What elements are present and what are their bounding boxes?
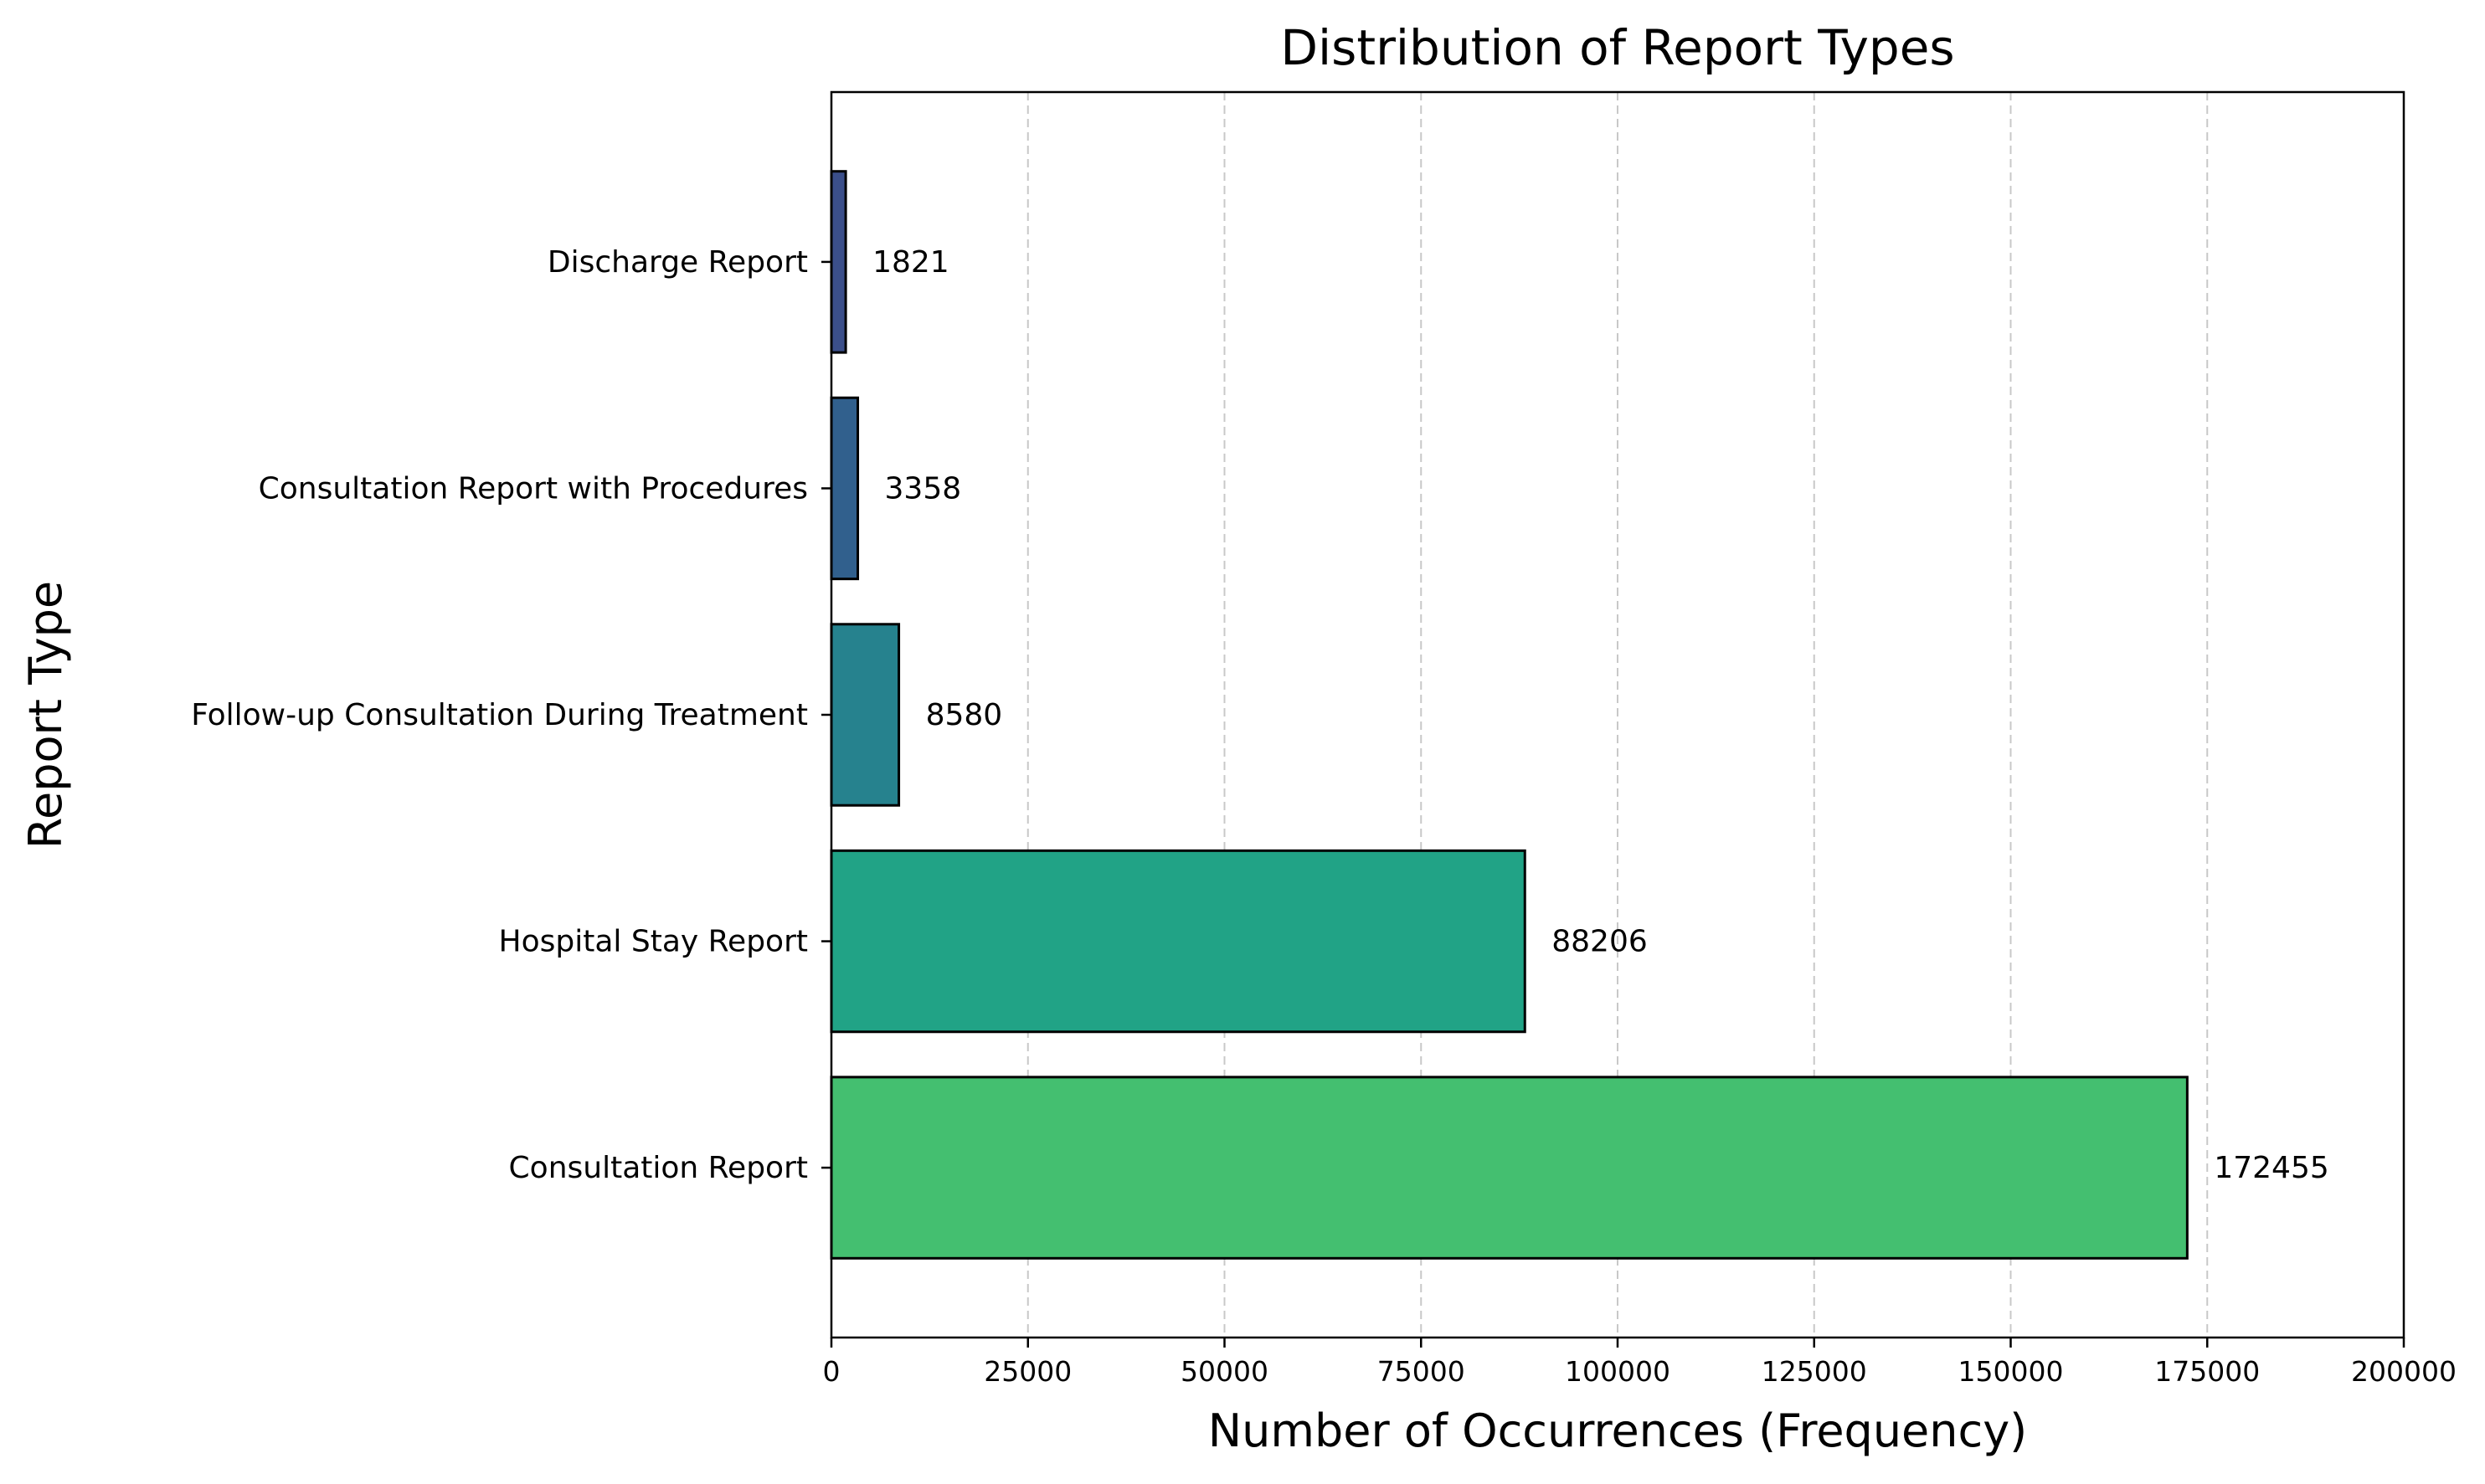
y-axis-label: Report Type <box>19 581 72 849</box>
data-labels: 172455 88206 8580 3358 1821 <box>872 245 2329 1185</box>
y-tick-label: Consultation Report <box>509 1151 808 1185</box>
y-tick-label: Discharge Report <box>548 245 808 280</box>
x-tick-label: 0 <box>823 1355 841 1388</box>
y-tick-label: Hospital Stay Report <box>499 925 808 959</box>
x-axis-ticks: 0 25000 50000 75000 100000 125000 150000 175000… <box>823 1338 2457 1388</box>
y-tick-label: Follow-up Consultation During Treatment <box>191 698 808 732</box>
x-tick-label: 125000 <box>1762 1355 1867 1388</box>
x-tick-label: 75000 <box>1377 1355 1465 1388</box>
bar <box>830 623 901 807</box>
bar <box>830 170 847 354</box>
bars <box>830 170 2189 1260</box>
bar <box>830 1076 2189 1260</box>
x-tick-label: 25000 <box>984 1355 1072 1388</box>
data-label: 1821 <box>872 245 949 280</box>
bar <box>830 849 1526 1034</box>
data-label: 3358 <box>885 471 962 506</box>
gridlines <box>1026 92 2209 1338</box>
y-axis-ticks: Consultation Report Hospital Stay Report F… <box>191 245 831 1185</box>
x-axis-label: Number of Occurrences (Frequency) <box>1208 1404 2027 1457</box>
data-label: 88206 <box>1551 925 1648 959</box>
data-label: 172455 <box>2214 1151 2328 1185</box>
data-label: 8580 <box>926 698 1003 732</box>
bar <box>830 396 860 581</box>
x-tick-label: 200000 <box>2351 1355 2457 1388</box>
x-tick-label: 150000 <box>1958 1355 2064 1388</box>
y-tick-label: Consultation Report with Procedures <box>259 471 808 506</box>
chart-title: Distribution of Report Types <box>1280 19 1954 76</box>
x-tick-label: 50000 <box>1181 1355 1268 1388</box>
x-tick-label: 175000 <box>2154 1355 2260 1388</box>
x-tick-label: 100000 <box>1565 1355 1670 1388</box>
